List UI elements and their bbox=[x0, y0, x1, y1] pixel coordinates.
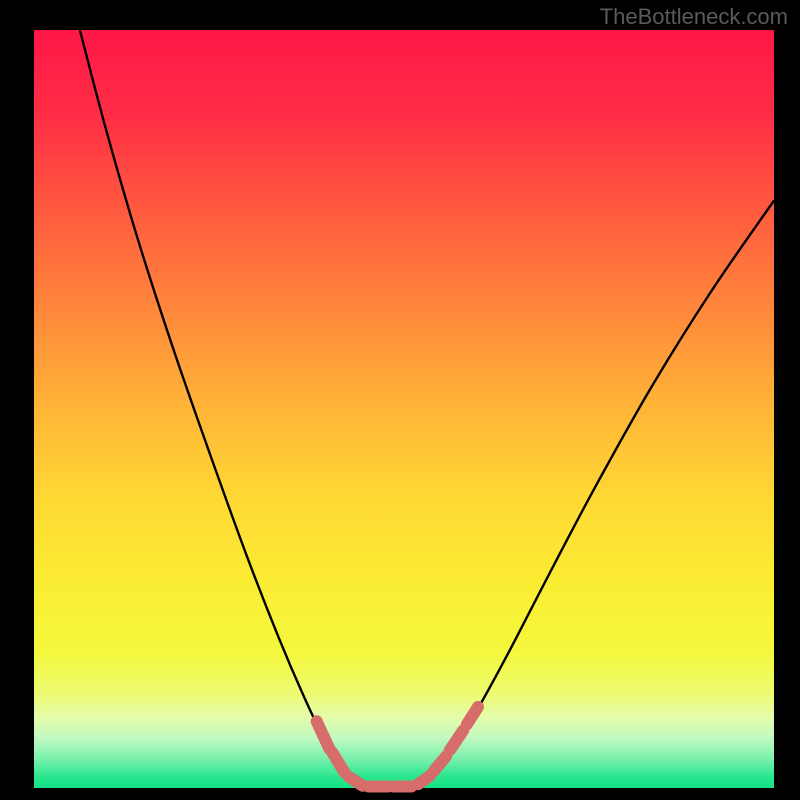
curve-layer bbox=[34, 30, 774, 788]
marker-segment bbox=[349, 777, 363, 786]
marker-segment bbox=[467, 707, 478, 724]
marker-segment bbox=[332, 752, 345, 772]
marker-segment bbox=[317, 721, 330, 748]
marker-segment bbox=[434, 756, 447, 771]
marker-segment bbox=[450, 730, 463, 750]
plot-area bbox=[34, 30, 774, 788]
marker-segment bbox=[418, 776, 430, 784]
bottleneck-curve bbox=[80, 30, 774, 787]
watermark-text: TheBottleneck.com bbox=[600, 4, 788, 30]
